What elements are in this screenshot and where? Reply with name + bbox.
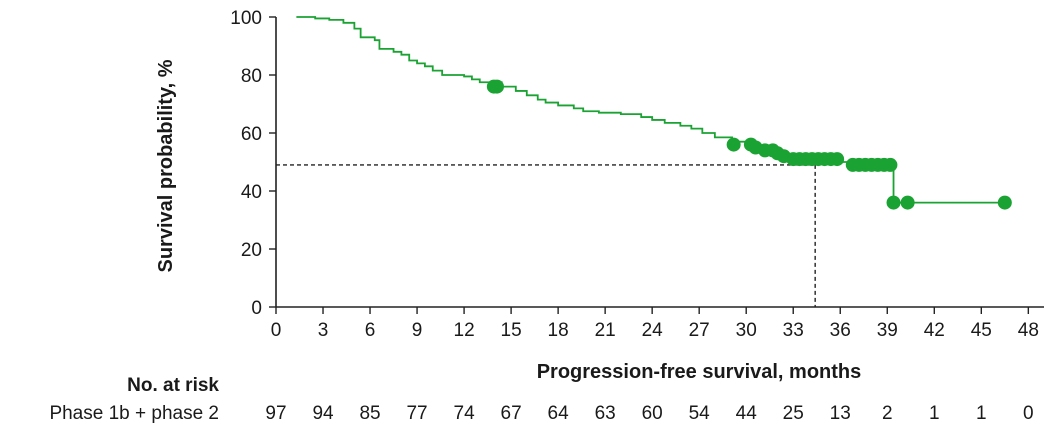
survival-curve-line — [296, 16, 1005, 204]
risk-table-value: 74 — [454, 403, 476, 424]
risk-table-value: 44 — [736, 403, 758, 424]
risk-table-value: 63 — [595, 403, 616, 424]
x-tick-label: 30 — [736, 320, 757, 341]
x-tick-label: 6 — [365, 320, 376, 341]
risk-table-value: 67 — [501, 403, 522, 424]
risk-table-value: 97 — [265, 403, 286, 424]
x-tick-label: 3 — [318, 320, 329, 341]
x-tick-label: 24 — [642, 320, 664, 341]
risk-table-value: 1 — [976, 403, 987, 424]
x-axis-title: Progression-free survival, months — [537, 361, 862, 383]
x-tick-label: 42 — [924, 320, 945, 341]
risk-table-value: 0 — [1023, 403, 1034, 424]
x-tick-label: 21 — [595, 320, 616, 341]
y-tick-label: 40 — [241, 182, 262, 203]
y-tick-label: 60 — [241, 124, 262, 145]
risk-table-value: 25 — [783, 403, 804, 424]
censor-mark — [726, 137, 741, 152]
risk-table-value: 85 — [359, 403, 380, 424]
risk-table-value: 94 — [312, 403, 334, 424]
median-reference-lines — [276, 164, 816, 307]
x-tick-label: 0 — [271, 320, 282, 341]
x-tick-label: 9 — [412, 320, 423, 341]
risk-table-value: 54 — [689, 403, 711, 424]
y-tick-label: 20 — [241, 240, 262, 261]
y-axis-title: Survival probability, % — [155, 59, 177, 272]
risk-table-values: 97 94 85 77 74 67 64 63 60 54 44 25 13 2 1 1 0 — [265, 403, 1033, 424]
x-tick-label: 36 — [830, 320, 851, 341]
censor-marks — [486, 79, 1012, 210]
risk-table-value: 77 — [406, 403, 427, 424]
censor-mark — [900, 195, 915, 210]
y-tick-label: 80 — [241, 66, 262, 87]
censor-mark — [489, 79, 504, 94]
risk-table-value: 2 — [882, 403, 893, 424]
y-tick-label: 0 — [251, 298, 262, 319]
risk-table-value: 1 — [929, 403, 940, 424]
censor-mark — [886, 195, 901, 210]
x-tick-label: 48 — [1018, 320, 1039, 341]
x-tick-label: 12 — [454, 320, 475, 341]
x-tick-label: 33 — [783, 320, 804, 341]
censor-mark — [830, 152, 845, 167]
axes — [275, 17, 1044, 308]
risk-table-value: 13 — [830, 403, 851, 424]
risk-table-row-label: Phase 1b + phase 2 — [49, 403, 219, 424]
risk-table-value: 60 — [642, 403, 663, 424]
risk-table-title: No. at risk — [127, 375, 219, 396]
y-tick-label: 100 — [230, 8, 262, 29]
censor-mark — [883, 157, 898, 172]
x-tick-label: 45 — [971, 320, 992, 341]
survival-curve-layer — [296, 16, 1005, 204]
risk-table-value: 64 — [548, 403, 570, 424]
x-tick-label: 18 — [548, 320, 569, 341]
x-axis-ticks: 0 3 6 9 12 15 18 21 24 27 30 33 36 39 42 45 48 — [271, 307, 1039, 341]
x-tick-label: 15 — [501, 320, 522, 341]
censor-mark — [997, 195, 1012, 210]
x-tick-label: 39 — [877, 320, 898, 341]
x-tick-label: 27 — [689, 320, 710, 341]
y-axis-ticks: 0 20 40 60 80 100 — [230, 8, 276, 319]
